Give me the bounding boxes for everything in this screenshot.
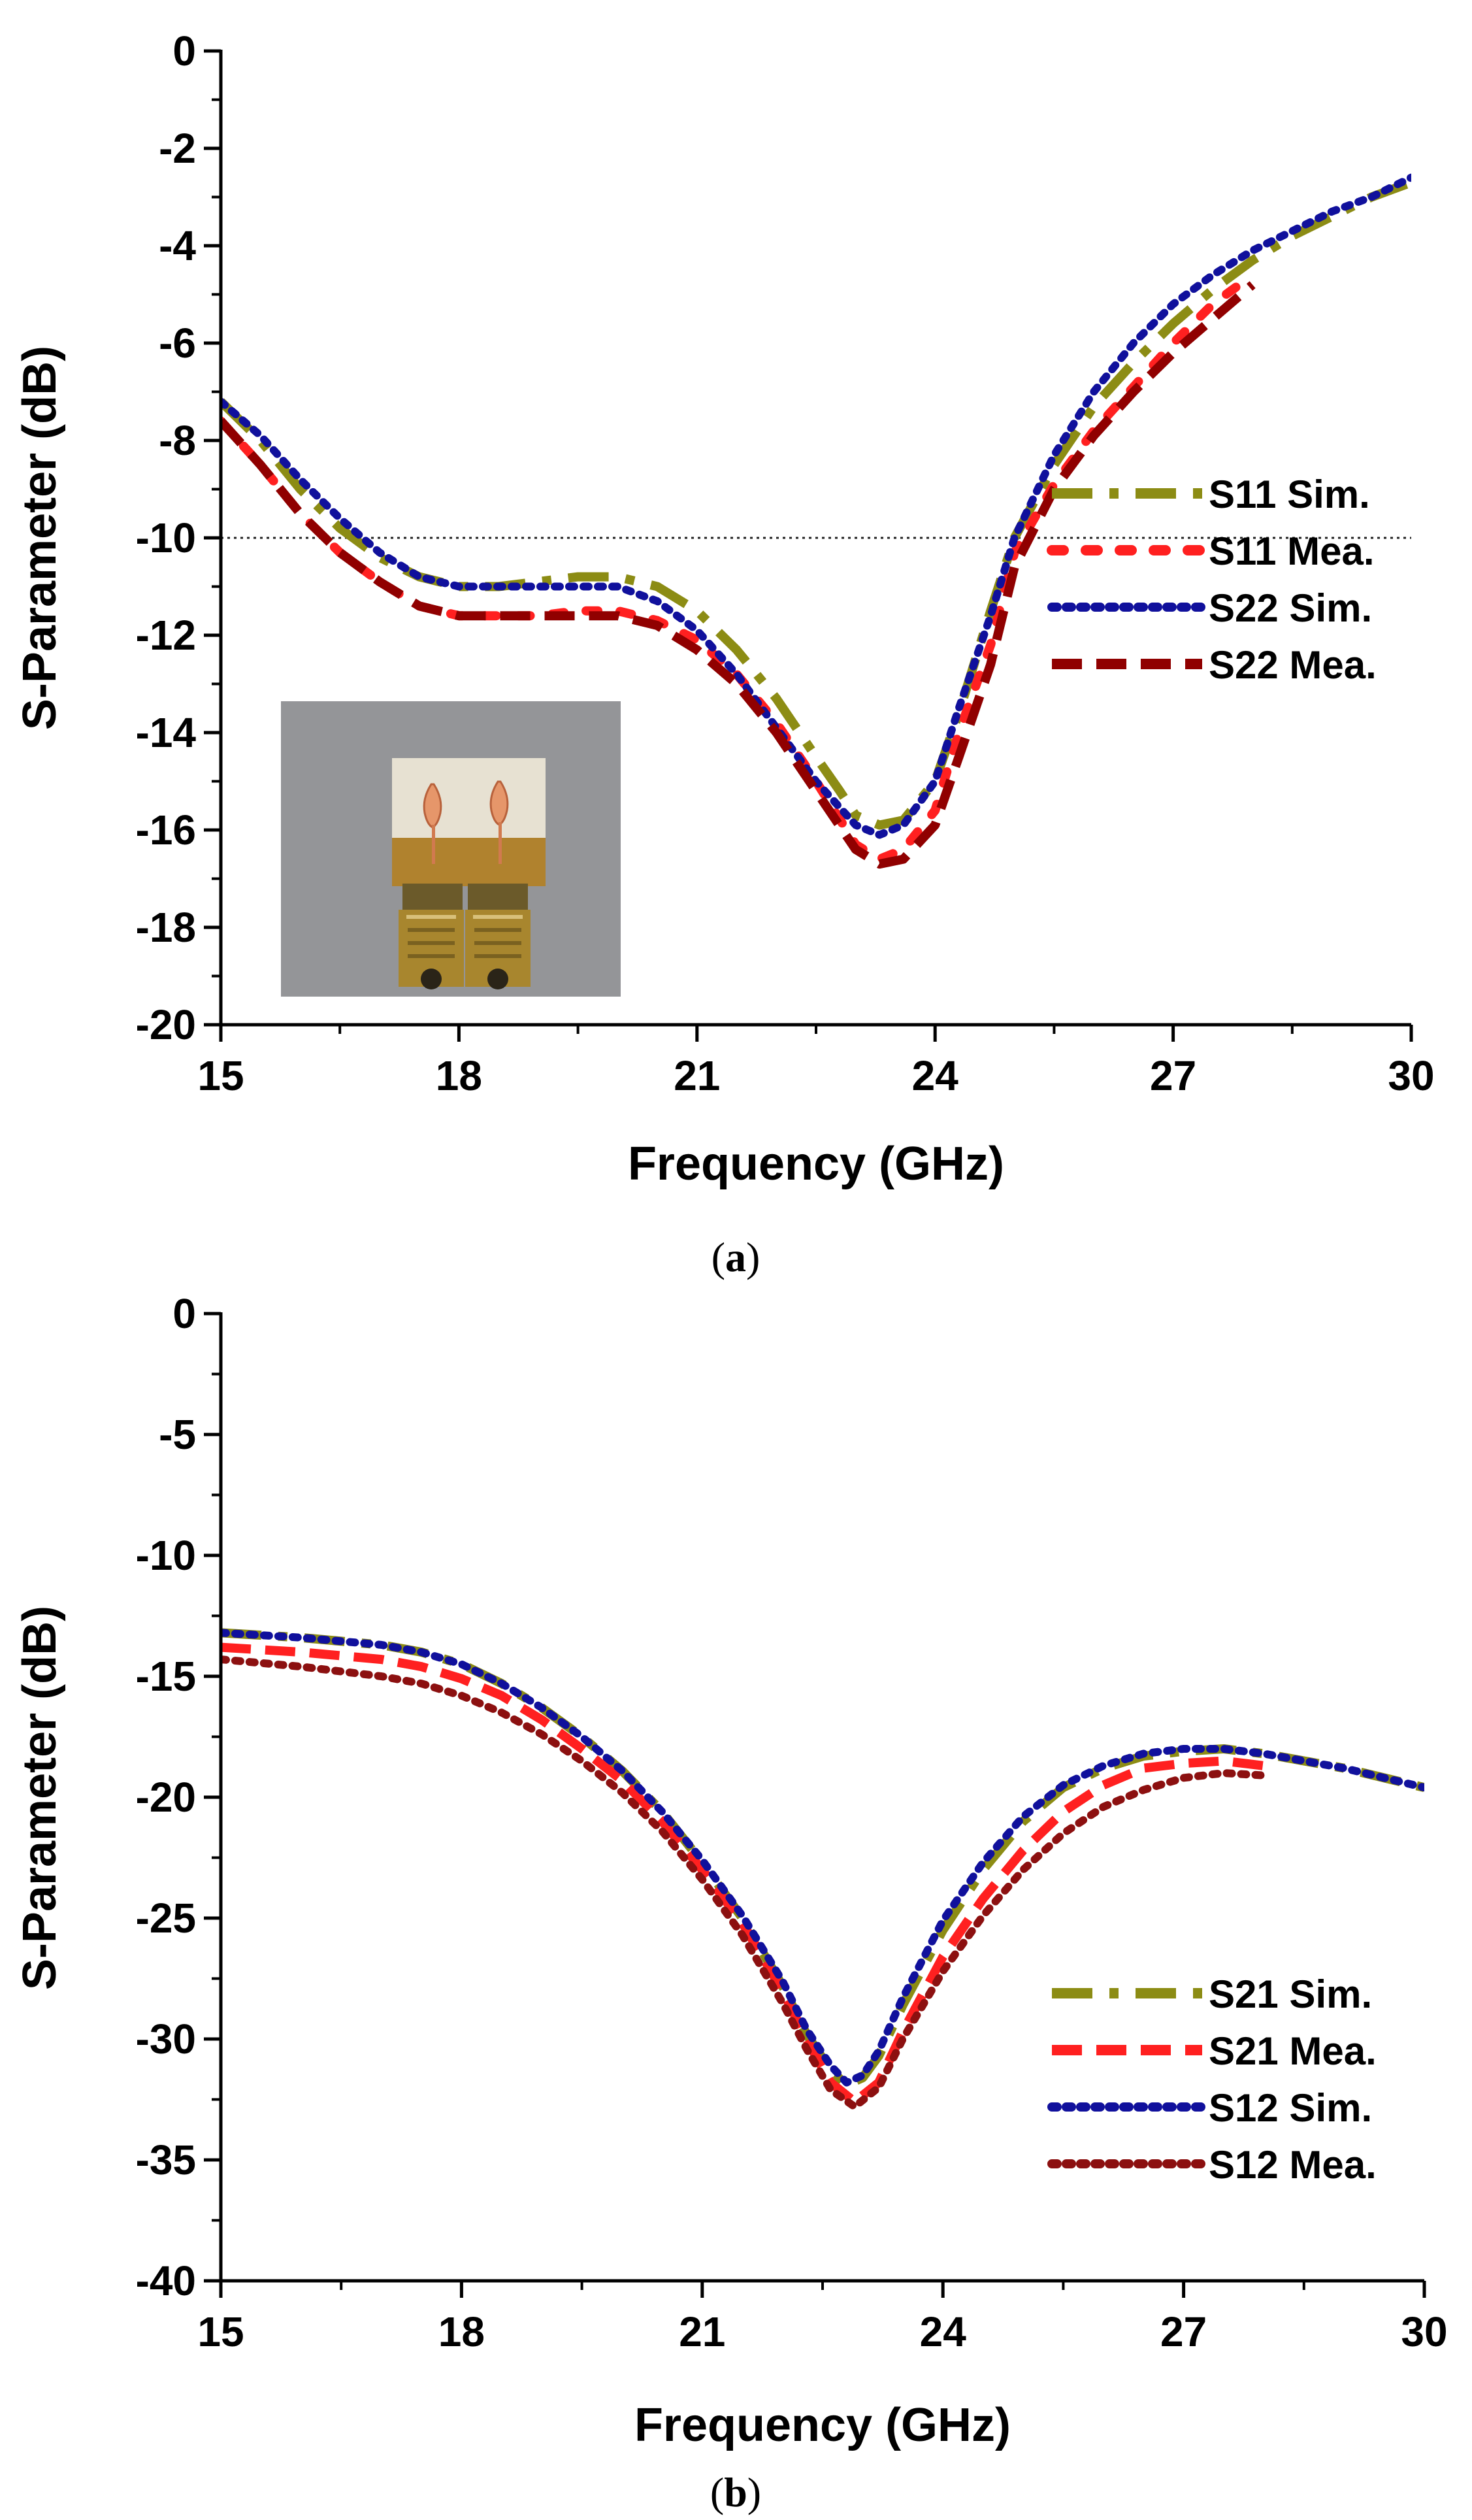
- legend-entry: S22 Mea.: [1052, 643, 1377, 687]
- legend-label: S21 Sim.: [1209, 1972, 1372, 2016]
- panel-a-caption-letter: a: [725, 1234, 746, 1280]
- legend-entry: S12 Sim.: [1047, 2086, 1372, 2130]
- legend-label: S12 Mea.: [1209, 2143, 1377, 2187]
- legend-entry: S21 Mea.: [1052, 2029, 1377, 2073]
- panel-a-x-axis-title: Frequency (GHz): [628, 1138, 1004, 1190]
- y-tick-label: -30: [136, 2015, 197, 2063]
- y-tick-label: -18: [136, 904, 197, 951]
- legend-label: S22 Mea.: [1209, 643, 1377, 687]
- legend-entry: S11 Mea.: [1047, 529, 1375, 573]
- y-tick-label: -2: [159, 125, 196, 172]
- y-tick-label: -25: [136, 1895, 197, 1942]
- series-line-s21-mea: [221, 1642, 1265, 2107]
- x-tick-label: 18: [438, 2308, 485, 2355]
- y-tick-label: -12: [136, 612, 197, 659]
- legend-entry: S21 Sim.: [1052, 1972, 1372, 2016]
- series-line-s12-mea: [221, 1655, 1268, 2111]
- legend-label: S11 Mea.: [1209, 529, 1375, 573]
- series-line-s12-sim: [221, 1629, 1424, 2087]
- panel-b-series: [221, 1628, 1424, 2111]
- panel-a-series: [221, 173, 1411, 869]
- y-tick-label: -4: [159, 222, 196, 269]
- series-line-s22-mea: [221, 281, 1256, 869]
- x-tick-label: 24: [920, 2308, 967, 2355]
- legend-entry: S12 Mea.: [1047, 2143, 1377, 2187]
- y-tick-label: -10: [136, 514, 197, 561]
- legend-entry: S22 Sim.: [1047, 586, 1372, 630]
- legend-entry: S11 Sim.: [1052, 472, 1370, 516]
- x-tick-label: 27: [1160, 2308, 1207, 2355]
- y-tick-label: -20: [136, 1774, 197, 1821]
- legend-label: S22 Sim.: [1209, 586, 1372, 630]
- panel-b-y-axis-title: S-Parameter (dB): [14, 1606, 66, 1990]
- legend-label: S21 Mea.: [1209, 2029, 1377, 2073]
- y-tick-label: -8: [159, 417, 196, 464]
- legend-label: S12 Sim.: [1209, 2086, 1372, 2130]
- x-tick-label: 21: [674, 1052, 720, 1099]
- y-tick-label: -35: [136, 2136, 197, 2183]
- x-tick-label: 30: [1388, 1052, 1434, 1099]
- panel-b-legend: S21 Sim. S21 Mea. S12 Sim. S12 Mea.: [1047, 1972, 1377, 2187]
- panel-b-caption: (b): [710, 2469, 761, 2515]
- y-tick-label: 0: [172, 1290, 196, 1337]
- panel-a-legend: S11 Sim. S11 Mea. S22 Sim. S22 Mea.: [1047, 472, 1377, 687]
- y-tick-label: -15: [136, 1653, 197, 1700]
- y-tick-label: -16: [136, 806, 197, 854]
- series-line-s21-sim: [221, 1628, 1424, 2090]
- legend-label: S11 Sim.: [1209, 472, 1370, 516]
- panel-b-x-axis-title: Frequency (GHz): [634, 2399, 1011, 2451]
- x-tick-label: 30: [1401, 2308, 1447, 2355]
- series-line-s22-sim: [221, 173, 1411, 839]
- x-tick-label: 27: [1150, 1052, 1196, 1099]
- x-tick-label: 18: [436, 1052, 482, 1099]
- panel-a-y-axis-title: S-Parameter (dB): [14, 346, 66, 730]
- x-tick-label: 15: [197, 1052, 244, 1099]
- panel-b-caption-letter: b: [724, 2469, 747, 2515]
- y-tick-label: -10: [136, 1532, 197, 1579]
- y-tick-label: -5: [159, 1411, 196, 1458]
- y-tick-label: 0: [172, 27, 196, 75]
- x-tick-label: 15: [197, 2308, 244, 2355]
- y-tick-label: -20: [136, 1001, 197, 1048]
- x-tick-label: 21: [679, 2308, 725, 2355]
- y-tick-label: -40: [136, 2257, 197, 2304]
- panel-a-caption: (a): [711, 1234, 761, 1280]
- x-tick-label: 24: [912, 1052, 959, 1099]
- y-tick-label: -14: [136, 709, 197, 756]
- antenna-photo-inset: [281, 701, 621, 997]
- y-tick-label: -6: [159, 320, 196, 367]
